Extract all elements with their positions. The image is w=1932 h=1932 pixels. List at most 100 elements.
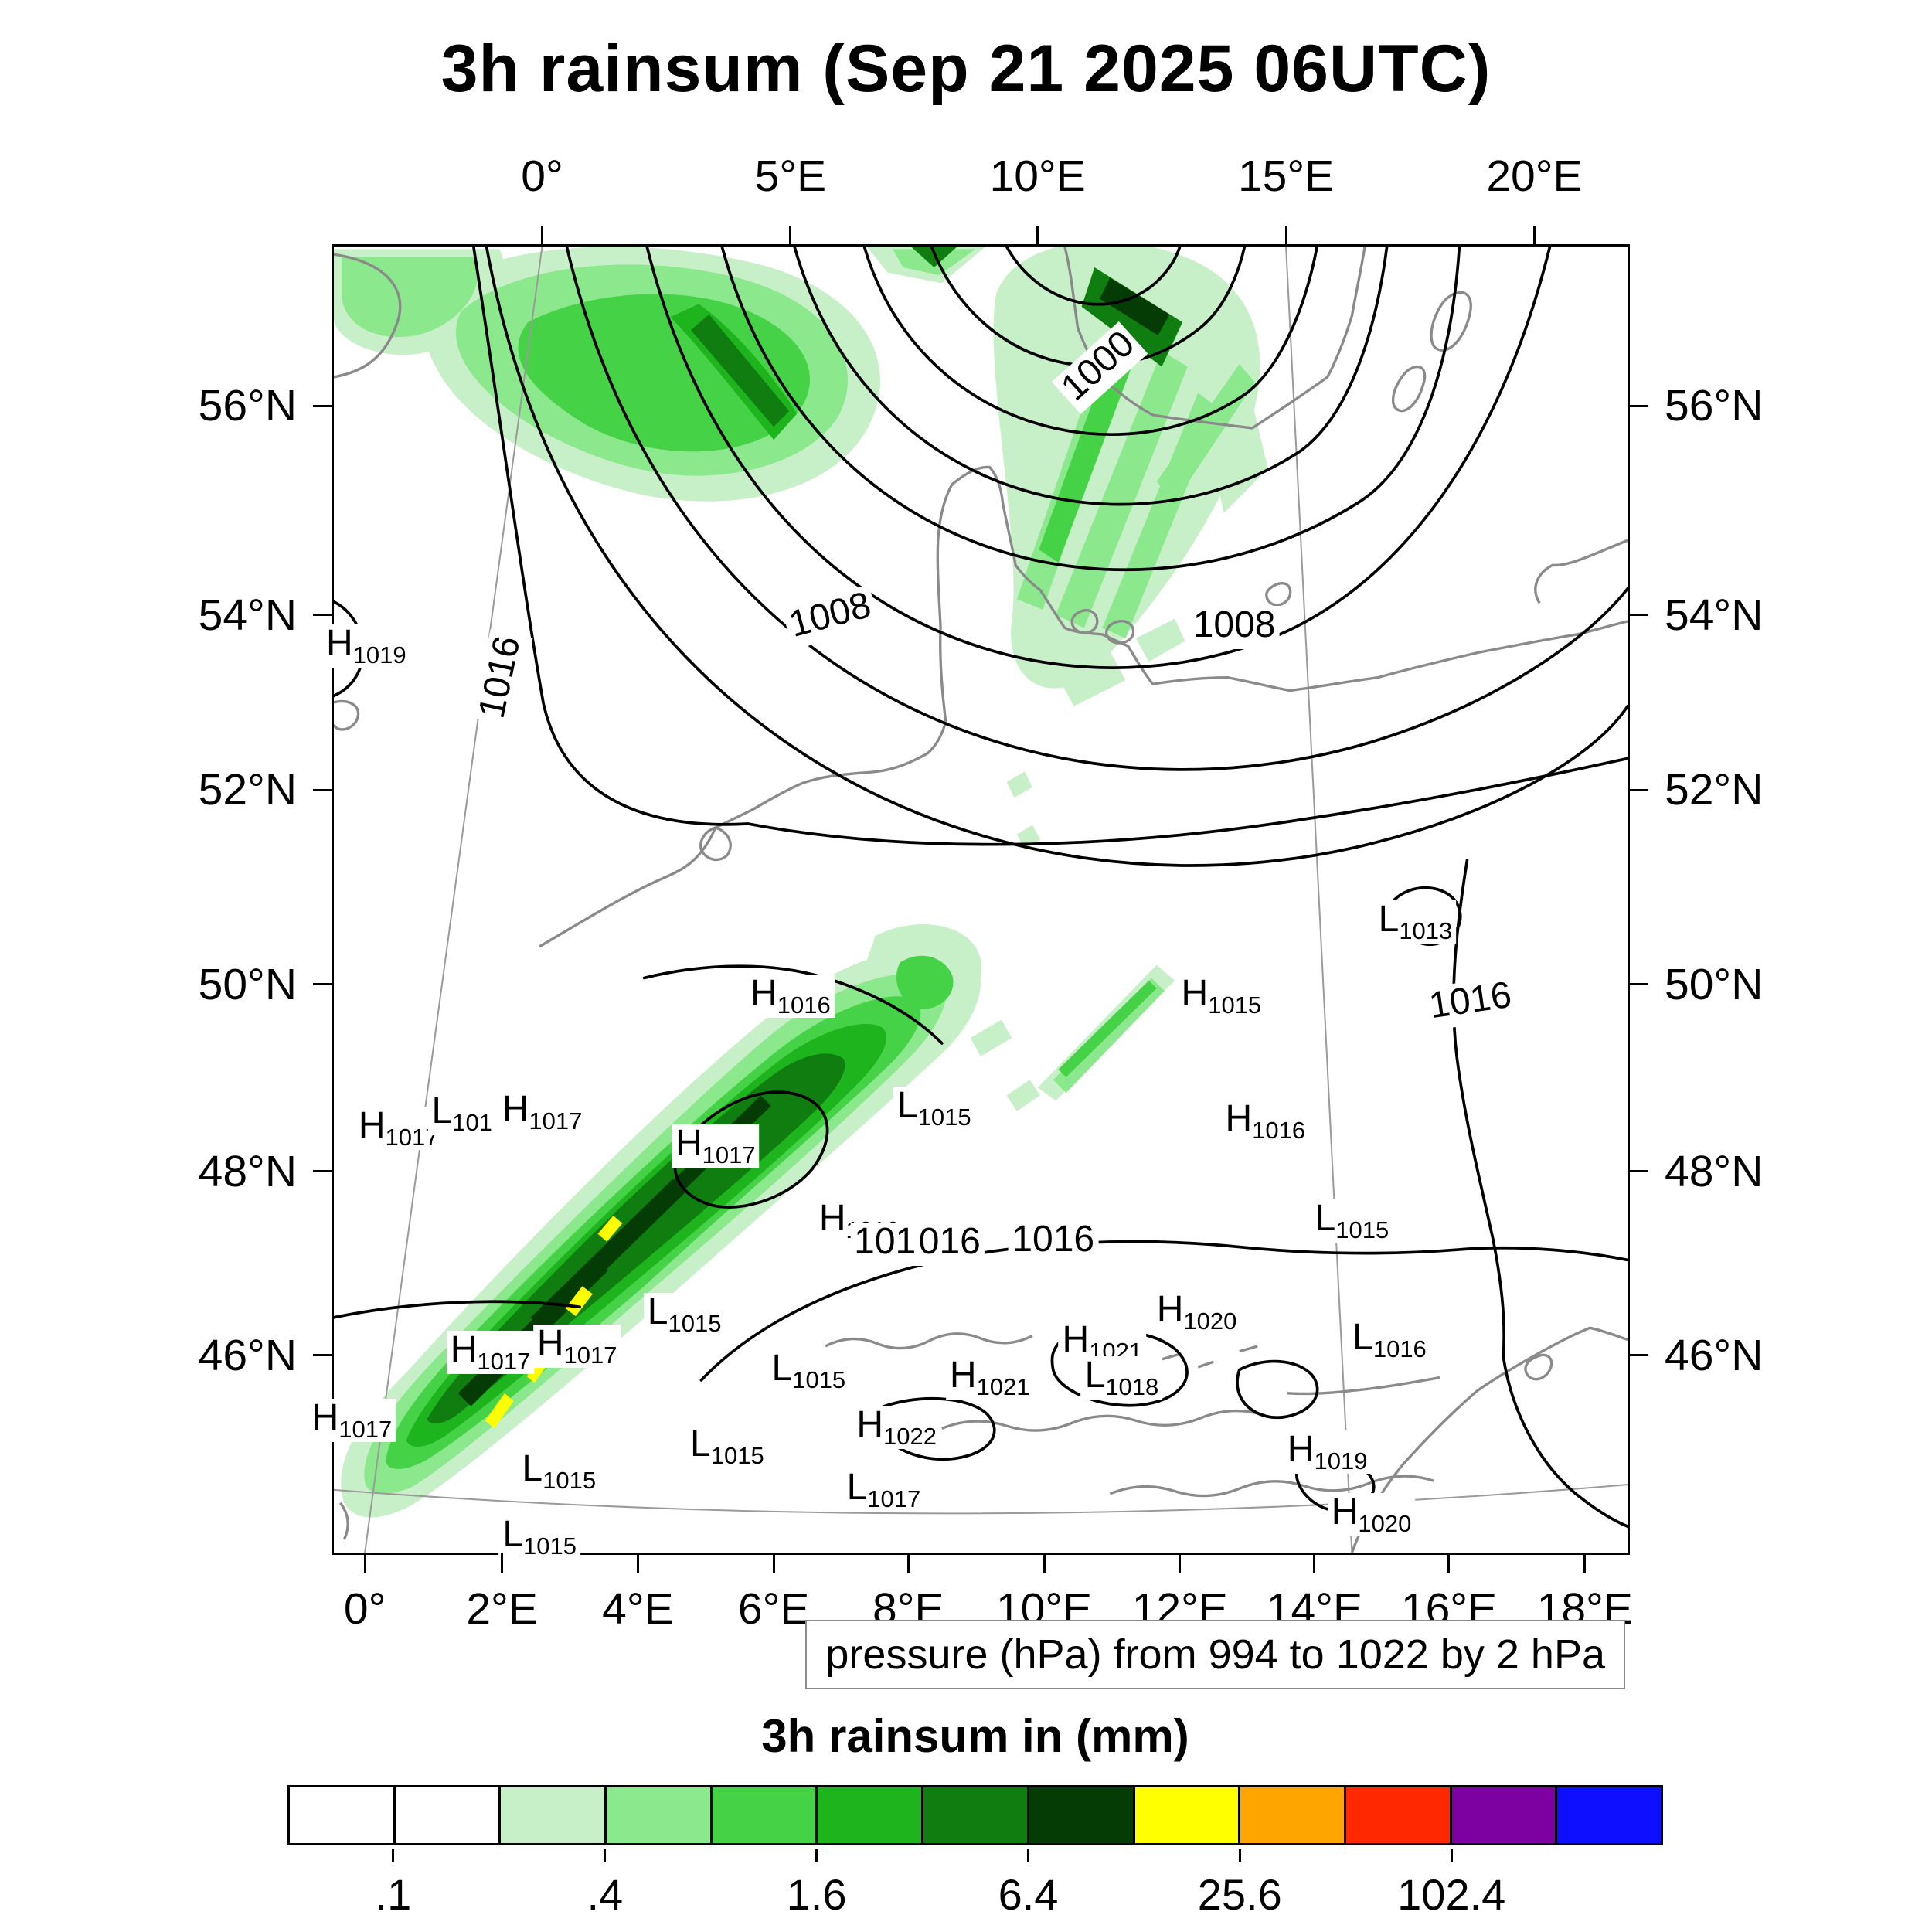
colorbar-cell (393, 1785, 502, 1845)
colorbar-tick-label: .4 (587, 1870, 624, 1919)
pressure-label-value: 1017 (702, 1141, 756, 1169)
tick-mark (1043, 1553, 1046, 1573)
colorbar-cell (287, 1785, 396, 1845)
latitude-tick-label: 48°N (1665, 1146, 1764, 1196)
pressure-label: 1016 (1008, 1219, 1099, 1264)
longitude-tick-label: 5°E (754, 151, 827, 201)
pressure-label-main: H (1225, 1098, 1253, 1140)
colorbar-cell (498, 1785, 607, 1845)
longitude-tick-label: 20°E (1486, 151, 1583, 201)
pressure-label-value: 1022 (883, 1422, 937, 1450)
map-frame: H1019 1016 1008 1008 1000 (199, 151, 1764, 1634)
graticule-lines (334, 247, 1628, 1553)
tick-mark (1628, 404, 1648, 407)
pressure-label: L1013 (1374, 898, 1457, 944)
colorbar (287, 1785, 1663, 1845)
pressure-label-main: H (450, 1329, 478, 1371)
pressure-label: L1015 (686, 1425, 768, 1470)
pressure-label-value: 1017 (529, 1107, 583, 1135)
pressure-label: H1017 (672, 1124, 760, 1168)
tick-mark (1628, 1354, 1648, 1357)
tick-mark (1532, 226, 1536, 247)
pressure-label-value: 1017 (563, 1341, 617, 1369)
tick-mark (313, 983, 334, 986)
pressure-label-value: 1015 (668, 1310, 722, 1338)
tick-mark (313, 614, 334, 617)
pressure-label-value: 1015 (1335, 1216, 1389, 1243)
pressure-label-main: L (431, 1090, 453, 1132)
colorbar-tick-label: 6.4 (998, 1870, 1059, 1919)
pressure-label-main: H (750, 973, 777, 1015)
colorbar-tick-label: .1 (375, 1870, 412, 1919)
pressure-label-value: 1019 (1314, 1447, 1368, 1475)
latitude-tick-label: 54°N (198, 590, 297, 640)
latitude-tick-label: 46°N (1665, 1330, 1764, 1380)
latitude-tick-label: 50°N (198, 959, 297, 1009)
pressure-label: H1017 (446, 1329, 535, 1375)
pressure-label: H1020 (1152, 1291, 1241, 1335)
pressure-label: H1020 (1327, 1492, 1416, 1537)
pressure-label-value: 1020 (1358, 1509, 1412, 1537)
tick-mark (1036, 226, 1039, 247)
pressure-label-main: L (522, 1448, 543, 1490)
colorbar-cell (815, 1785, 924, 1845)
tick-mark (1628, 983, 1648, 986)
tick-mark (1447, 1553, 1451, 1573)
pressure-label-main: L (1378, 898, 1400, 940)
pressure-label: L101 (427, 1090, 496, 1136)
latitude-tick-label: 52°N (1665, 765, 1764, 815)
pressure-label-main: 1016 (1427, 974, 1515, 1026)
colorbar-ticks: .1 .4 1.6 6.4 25.6 1 (287, 1848, 1663, 1932)
colorbar-tick-label: 1.6 (786, 1870, 847, 1919)
tick-mark (392, 1849, 395, 1862)
pressure-label: 1000 (1051, 321, 1148, 415)
longitude-tick-label: 0° (521, 151, 563, 201)
longitude-tick-label: 15°E (1237, 151, 1335, 201)
pressure-label-main: L (896, 1085, 918, 1127)
pressure-label: 016 (914, 1223, 985, 1267)
tick-mark (1628, 1170, 1648, 1173)
pressure-label-main: L (1315, 1197, 1336, 1239)
pressure-label: 1016 (1423, 974, 1519, 1031)
colorbar-cell (1343, 1785, 1452, 1845)
pressure-label: L1015 (498, 1515, 580, 1559)
pressure-label: L1017 (842, 1468, 925, 1512)
colorbar-cell (709, 1785, 818, 1845)
longitude-tick-label: 10°E (989, 151, 1086, 201)
colorbar-cell (1026, 1785, 1135, 1845)
pressure-label-value: 1018 (1105, 1372, 1159, 1400)
pressure-label-main: H (502, 1089, 529, 1131)
pressure-label-main: H (949, 1354, 977, 1396)
tick-mark (1027, 1849, 1030, 1862)
pressure-label-value: 1020 (1183, 1308, 1237, 1335)
pressure-label-value: 1015 (917, 1104, 971, 1131)
colorbar-cell (1238, 1785, 1346, 1845)
pressure-label-main: H (1287, 1428, 1315, 1470)
colorbar-title: 3h rainsum in (mm) (761, 1710, 1189, 1762)
pressure-label-main: 1000 (1053, 323, 1143, 409)
pressure-label-value: 1015 (710, 1442, 764, 1470)
pressure-label: H1016 (747, 973, 835, 1019)
pressure-label-layer: H1019 1016 1008 1008 1000 (308, 247, 1628, 1559)
pressure-label: L1015 (893, 1085, 975, 1131)
pressure-label: H1016 (1221, 1098, 1310, 1144)
pressure-label: H1017 (308, 1399, 396, 1443)
colorbar-cell (1132, 1785, 1241, 1845)
latitude-tick-label: 46°N (198, 1330, 297, 1380)
pressure-label-main: 1016 (471, 632, 529, 722)
pressure-label-value: 1015 (543, 1467, 597, 1495)
coastlines (334, 247, 1628, 1553)
pressure-label: H1019 (1283, 1428, 1372, 1475)
pressure-label-main: L (502, 1513, 524, 1555)
tick-mark (815, 1849, 818, 1862)
colorbar-tick-label: 102.4 (1397, 1870, 1506, 1919)
longitude-tick-label: 4°E (602, 1584, 674, 1634)
tick-mark (313, 404, 334, 407)
pressure-label-main: 1008 (784, 584, 876, 645)
colorbar-cell (1449, 1785, 1558, 1845)
colorbar-tick-label: 25.6 (1197, 1870, 1282, 1919)
pressure-label-main: H (326, 623, 353, 665)
pressure-label-value: 1015 (1208, 992, 1262, 1019)
latitude-tick-label: 54°N (1665, 590, 1764, 640)
pressure-label: L1015 (518, 1448, 600, 1495)
